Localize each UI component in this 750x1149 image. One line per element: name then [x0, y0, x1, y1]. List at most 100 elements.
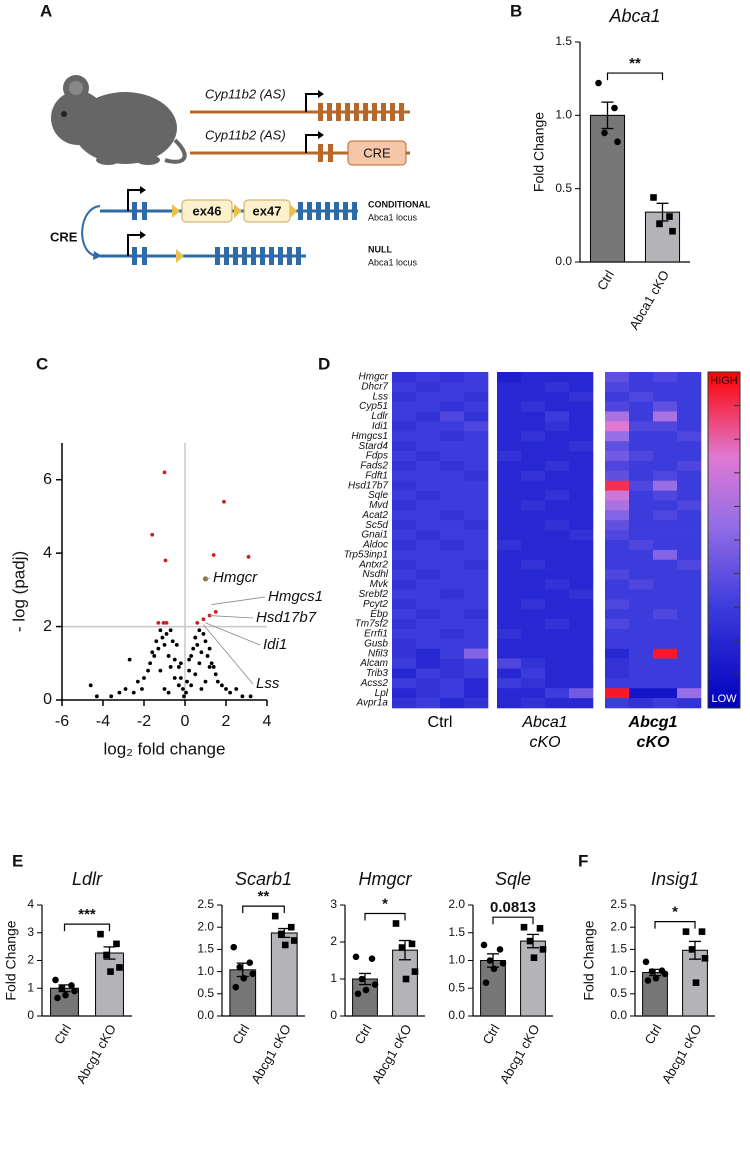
data-point	[142, 676, 146, 680]
data-point	[290, 937, 298, 944]
exon-label: ex47	[253, 203, 282, 218]
data-point	[271, 912, 279, 920]
heatmap-cell	[464, 569, 489, 580]
gene-diagram	[81, 90, 410, 265]
row-label: Trib3	[366, 668, 388, 679]
heatmap-cell	[629, 569, 654, 580]
data-point	[135, 679, 140, 684]
data-point	[164, 621, 169, 625]
data-point	[176, 665, 181, 669]
heatmap-cell	[440, 609, 465, 620]
heatmap-cell	[569, 668, 594, 679]
heatmap-cell	[497, 688, 522, 699]
heatmap-cell	[653, 431, 678, 442]
heatmap-cell	[521, 381, 546, 393]
heatmap-cell	[605, 470, 630, 482]
heatmap-cell	[497, 490, 522, 501]
data-point	[482, 979, 490, 986]
data-point	[52, 976, 59, 984]
heatmap-cell	[497, 451, 522, 462]
data-point	[220, 683, 224, 688]
heatmap-cell	[677, 628, 702, 640]
heatmap-cell	[416, 530, 441, 541]
heatmap-cell	[416, 609, 441, 620]
heatmap-cell	[440, 648, 465, 659]
data-point	[158, 628, 163, 633]
heatmap-cell	[416, 490, 441, 501]
significance-label: 0.0813	[490, 899, 536, 916]
heatmap-cell	[569, 540, 594, 551]
heatmap-cell	[464, 638, 489, 650]
y-tick-label: 3	[27, 925, 34, 939]
heatmap-cell	[569, 619, 594, 630]
y-tick-label: 2.0	[610, 919, 627, 933]
heatmap-cell	[497, 510, 522, 521]
annotation: Lss	[256, 675, 280, 692]
heatmap-cell	[521, 431, 546, 442]
heatmap-cell	[392, 569, 417, 580]
leader-line	[205, 577, 211, 580]
heatmap-cell	[464, 549, 489, 561]
gene-label: Cyp11b2 (AS)	[205, 127, 286, 142]
data-point	[352, 953, 360, 961]
heatmap-cell	[569, 688, 594, 699]
heatmap-cell	[464, 599, 489, 610]
annotation: Hsd17b7	[256, 609, 317, 626]
heatmap-cell	[605, 619, 630, 630]
y-tick-label: 6	[43, 471, 52, 488]
heatmap-cell	[497, 411, 522, 422]
heatmap-cell	[521, 638, 546, 650]
data-point	[168, 628, 173, 633]
data-point	[656, 220, 663, 228]
y-tick-label: 0.0	[610, 1008, 627, 1022]
data-point	[595, 79, 602, 87]
heatmap-cell	[392, 589, 417, 600]
data-point	[197, 661, 202, 666]
heatmap-cell	[629, 431, 654, 442]
y-tick-label: 0.5	[555, 181, 572, 195]
heatmap-cell	[677, 460, 702, 472]
heatmap-cell	[545, 530, 570, 541]
heatmap-cell	[440, 421, 465, 432]
heatmap-cell	[392, 421, 417, 432]
heatmap-cell	[677, 372, 702, 383]
annotation: Idi1	[263, 636, 287, 653]
heatmap-cell	[629, 510, 654, 521]
y-tick-label: 0.0	[197, 1008, 214, 1022]
data-point	[530, 954, 538, 962]
heatmap-cell	[653, 569, 678, 580]
heatmap-cell	[440, 658, 465, 669]
panel-label: F	[578, 851, 588, 870]
y-axis-label: Fold Change	[581, 920, 597, 1000]
x-tick-label: Abcg1 cKO	[369, 1022, 415, 1086]
heatmap-cell	[629, 451, 654, 462]
heatmap-cell	[392, 688, 417, 699]
heatmap-cell	[569, 628, 594, 640]
data-point	[116, 964, 123, 971]
y-axis-label: - log (padj)	[9, 551, 28, 632]
data-point	[213, 609, 218, 614]
heatmap-cell	[392, 678, 417, 689]
heatmap-cell	[629, 480, 654, 491]
data-point	[358, 975, 366, 983]
heatmap-cell	[677, 480, 702, 491]
exon-label: ex46	[193, 203, 222, 218]
heatmap-cell	[464, 540, 489, 551]
heatmap-cell	[545, 569, 570, 580]
heatmap-cell	[605, 648, 630, 659]
data-point	[58, 984, 65, 992]
data-point	[123, 687, 128, 691]
data-point	[392, 920, 400, 927]
data-point	[174, 643, 179, 647]
heatmap-cell	[629, 530, 654, 541]
heatmap-cell	[629, 678, 654, 689]
data-point	[109, 694, 114, 699]
heatmap-cell	[521, 451, 546, 462]
heatmap-cell	[569, 559, 594, 570]
data-point	[669, 227, 676, 235]
heatmap-cell	[464, 688, 489, 699]
row-label: Avpr1a	[355, 698, 388, 709]
row-label: Hsd17b7	[348, 480, 388, 491]
heatmap-cell	[677, 688, 702, 699]
heatmap-cell	[497, 579, 522, 590]
